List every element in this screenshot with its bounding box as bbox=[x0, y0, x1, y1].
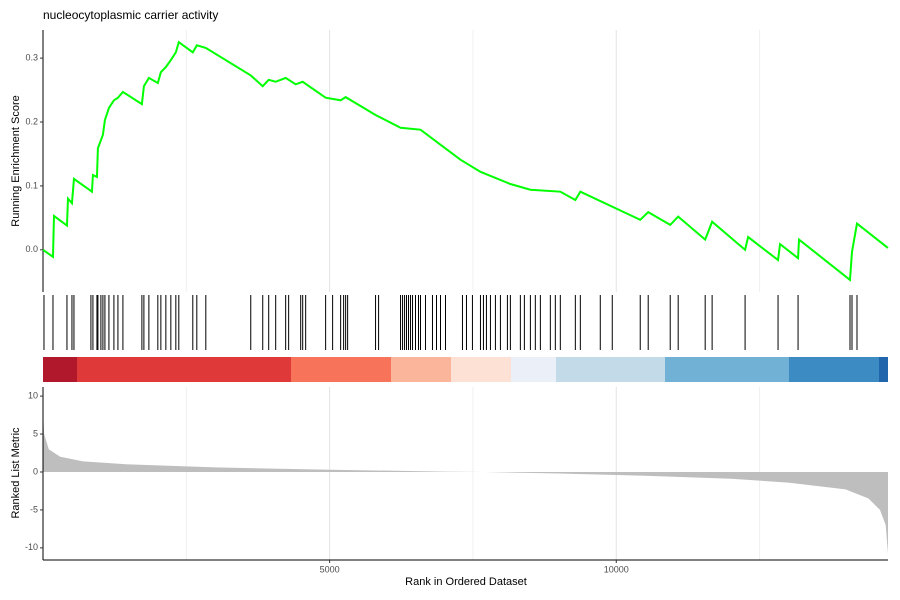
x-tick-label: 5000 bbox=[320, 564, 340, 574]
color-band bbox=[556, 357, 665, 382]
color-band bbox=[511, 357, 556, 382]
color-band bbox=[451, 357, 511, 382]
y-tick-label: 0 bbox=[33, 466, 38, 476]
y-tick-label: 0.1 bbox=[25, 180, 38, 190]
y-tick-label: 0.3 bbox=[25, 52, 38, 62]
y-axis-label: Running Enrichment Score bbox=[10, 95, 22, 226]
color-band bbox=[43, 357, 77, 382]
y-tick-label: 10 bbox=[28, 390, 38, 400]
x-axis-label: Rank in Ordered Dataset bbox=[405, 576, 527, 588]
y-tick-label: 0.0 bbox=[25, 244, 38, 254]
color-band bbox=[665, 357, 789, 382]
y-tick-label: -10 bbox=[25, 542, 38, 552]
y-tick-label: -5 bbox=[30, 504, 38, 514]
y-tick-label: 0.2 bbox=[25, 116, 38, 126]
color-band bbox=[789, 357, 879, 382]
enrichment-line bbox=[42, 40, 889, 282]
color-band bbox=[391, 357, 451, 382]
color-band bbox=[77, 357, 291, 382]
x-tick-label: 10000 bbox=[604, 564, 629, 574]
color-band bbox=[291, 357, 391, 382]
metric-area bbox=[43, 411, 888, 554]
rank-color-bar bbox=[43, 357, 888, 382]
color-band bbox=[879, 357, 888, 382]
chart-title: nucleocytoplasmic carrier activity bbox=[43, 8, 218, 22]
y-tick-label: 5 bbox=[33, 428, 38, 438]
y-axis-label: Ranked List Metric bbox=[10, 427, 22, 519]
